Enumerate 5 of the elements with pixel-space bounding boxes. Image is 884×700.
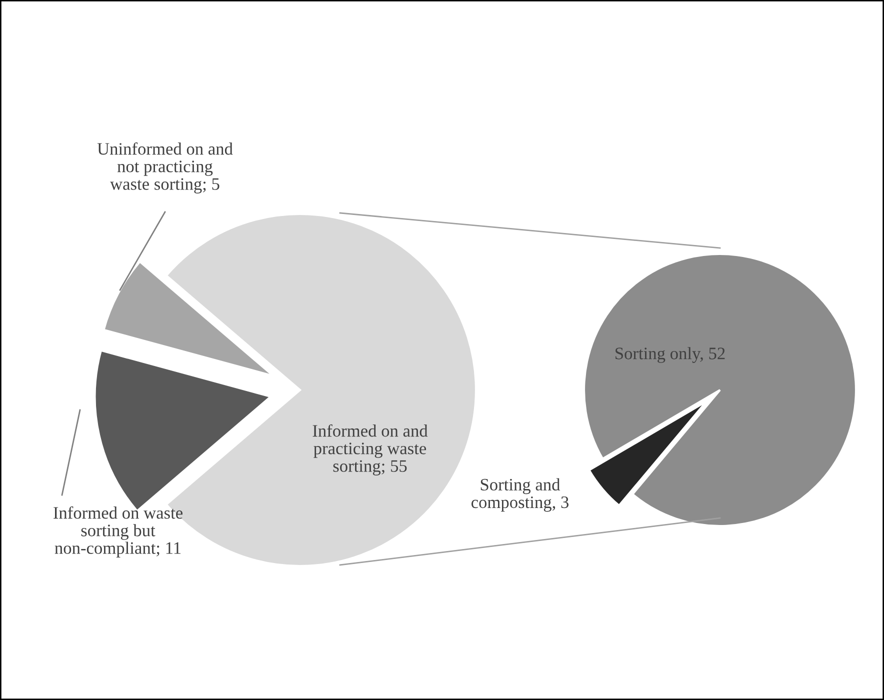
data-label: Informed on and practicing waste sorting; 55 — [312, 424, 428, 476]
data-label: Sorting and composting, 3 — [471, 478, 569, 512]
data-label: Sorting only, 52 — [616, 347, 725, 363]
data-label: Uninformed on and not practicing waste sorting; 5 — [97, 142, 233, 194]
data-label: Informed on waste sorting but non-compliant; 11 — [54, 506, 182, 558]
